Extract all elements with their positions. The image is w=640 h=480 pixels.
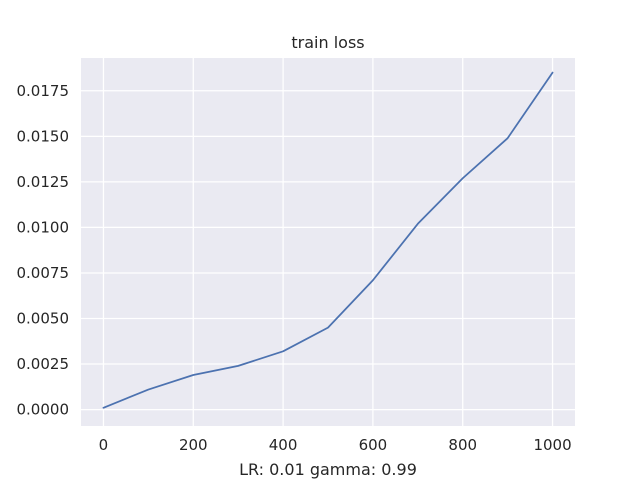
chart-title: train loss: [291, 33, 364, 52]
x-tick-label: 800: [448, 436, 477, 454]
y-tick-label: 0.0100: [17, 218, 70, 236]
y-tick-label: 0.0150: [17, 127, 70, 145]
y-gridlines: [81, 90, 575, 411]
y-tick-label: 0.0025: [17, 355, 70, 373]
x-tick-label: 0: [99, 436, 109, 454]
x-tick-label: 200: [179, 436, 208, 454]
x-tick-label: 1000: [533, 436, 571, 454]
y-tick-label: 0.0075: [17, 264, 70, 282]
x-tick-label: 400: [269, 436, 298, 454]
y-tick-label: 0.0050: [17, 310, 70, 328]
x-axis-label: LR: 0.01 gamma: 0.99: [239, 460, 417, 479]
x-tick-labels: 0 200 400 600 800 1000: [99, 436, 572, 454]
series-group: [102, 71, 554, 409]
y-tick-label: 0.0175: [17, 82, 70, 100]
y-tick-label: 0.0000: [17, 401, 70, 419]
plot-area: [81, 58, 575, 426]
y-tick-labels: 0.0000 0.0025 0.0050 0.0075 0.0100 0.0125 0.01…: [17, 82, 70, 419]
series-line: [102, 71, 554, 409]
y-tick-label: 0.0125: [17, 173, 70, 191]
x-tick-label: 600: [359, 436, 388, 454]
